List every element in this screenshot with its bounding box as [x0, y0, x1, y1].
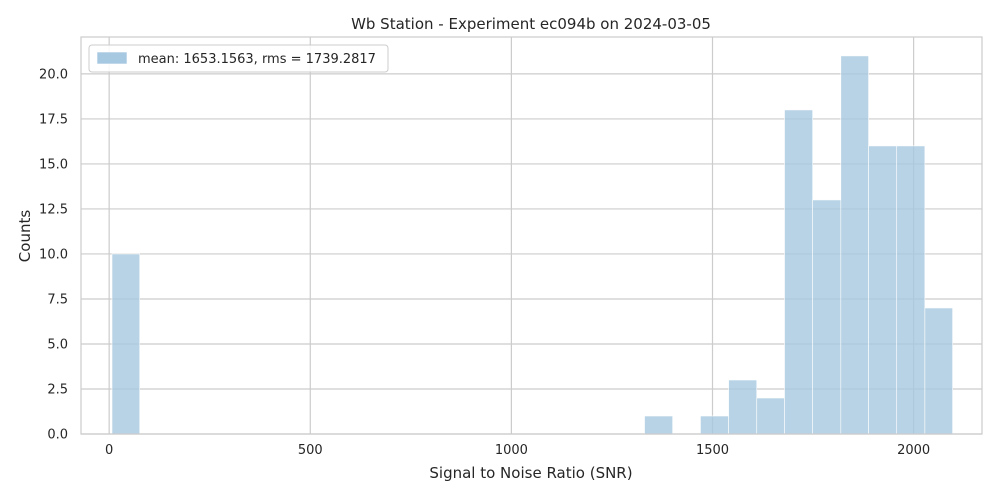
y-axis-title: Counts	[16, 210, 34, 263]
histogram-bar	[728, 379, 758, 435]
x-tick-label: 1500	[696, 443, 729, 458]
histogram-bar	[840, 55, 869, 435]
plot-frame	[80, 36, 983, 435]
x-tick-labels: 0 500 1000 1500 2000	[105, 443, 930, 458]
y-tick-label: 10.0	[39, 247, 68, 262]
y-tick-label: 20.0	[39, 67, 68, 82]
y-tick-label: 17.5	[39, 112, 68, 127]
histogram-bar	[644, 415, 673, 435]
x-tick-label: 500	[298, 443, 323, 458]
y-tick-label: 0.0	[47, 428, 68, 443]
x-axis-title: Signal to Noise Ratio (SNR)	[429, 464, 632, 482]
legend-box	[88, 44, 389, 73]
histogram-bar	[896, 145, 926, 435]
histogram-bar	[868, 145, 898, 435]
x-tick-label: 2000	[897, 443, 930, 458]
y-tick-label: 2.5	[47, 382, 68, 397]
histogram-bar	[784, 109, 813, 435]
histogram-bar	[756, 397, 785, 435]
x-tick-label: 1000	[495, 443, 528, 458]
y-tick-label: 5.0	[47, 337, 68, 352]
y-tick-label: 15.0	[39, 157, 68, 172]
y-tick-label: 12.5	[39, 202, 68, 217]
histogram-bar	[924, 307, 953, 435]
histogram-bar	[700, 415, 729, 435]
y-tick-label: 7.5	[47, 292, 68, 307]
legend: mean: 1653.1563, rms = 1739.2817	[88, 44, 389, 73]
histogram-bar	[812, 199, 842, 435]
chart-title: Wb Station - Experiment ec094b on 2024-0…	[351, 15, 711, 33]
histogram-bars	[111, 55, 953, 435]
legend-swatch	[96, 51, 128, 65]
histogram-bar	[111, 253, 141, 435]
y-tick-labels: 0.0 2.5 5.0 7.5 10.0 12.5 15.0 17.5 20.0	[39, 67, 68, 442]
legend-label: mean: 1653.1563, rms = 1739.2817	[138, 52, 376, 67]
x-tick-label: 0	[105, 443, 113, 458]
